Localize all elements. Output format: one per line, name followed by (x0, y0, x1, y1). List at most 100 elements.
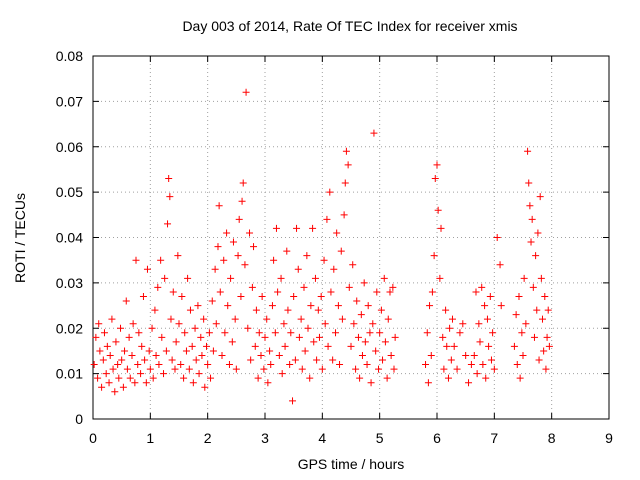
data-point (280, 320, 288, 328)
data-point (264, 379, 272, 387)
data-point (205, 329, 213, 337)
data-point (295, 333, 303, 341)
data-point (155, 361, 163, 369)
data-point (247, 356, 255, 364)
data-point (129, 320, 137, 328)
data-point (126, 374, 134, 382)
data-point (287, 329, 295, 337)
data-point (92, 333, 100, 341)
axis-ticks (92, 55, 610, 420)
data-point (286, 361, 294, 369)
data-point (366, 329, 374, 337)
data-point (442, 306, 450, 314)
data-point (188, 342, 196, 350)
data-point (181, 329, 189, 337)
data-point (250, 243, 258, 251)
data-point (363, 361, 371, 369)
data-point (529, 283, 537, 291)
data-point (118, 356, 126, 364)
data-point (538, 315, 546, 323)
data-point (194, 302, 202, 310)
data-point (334, 302, 342, 310)
data-point (309, 224, 317, 232)
data-point (337, 247, 345, 255)
data-point (447, 356, 455, 364)
data-point (459, 320, 467, 328)
data-point (522, 320, 530, 328)
data-point (467, 361, 475, 369)
data-point (98, 383, 106, 391)
data-point (242, 88, 250, 96)
data-point (317, 292, 325, 300)
data-point (134, 361, 142, 369)
data-point (516, 374, 524, 382)
data-point (433, 161, 441, 169)
data-point (146, 365, 154, 373)
data-point (277, 274, 285, 282)
data-point (278, 370, 286, 378)
data-point (175, 320, 183, 328)
data-point (496, 261, 504, 269)
data-point (541, 292, 549, 300)
data-point (103, 342, 111, 350)
data-point (431, 175, 439, 183)
data-point (90, 361, 98, 369)
data-point (94, 374, 102, 382)
y-tick-label: 0.02 (56, 320, 83, 336)
data-point (367, 379, 375, 387)
data-point (537, 274, 545, 282)
data-point (387, 351, 395, 359)
data-point (356, 374, 364, 382)
data-point (135, 329, 143, 337)
data-point (483, 315, 491, 323)
data-point (254, 374, 262, 382)
data-point (485, 342, 493, 350)
data-point (344, 161, 352, 169)
x-tick-label: 5 (376, 430, 384, 446)
data-point (437, 224, 445, 232)
data-point (145, 347, 153, 355)
data-point (112, 338, 120, 346)
y-tick-label: 0.01 (56, 366, 83, 382)
data-point (203, 342, 211, 350)
data-point (424, 379, 432, 387)
data-point (137, 370, 145, 378)
data-point (372, 347, 380, 355)
data-point (422, 361, 430, 369)
data-point (370, 129, 378, 137)
data-point (430, 252, 438, 260)
plot-frame (92, 55, 610, 420)
x-tick-label: 0 (89, 430, 97, 446)
data-point (200, 315, 208, 323)
data-point (166, 193, 174, 201)
data-point (239, 179, 247, 187)
data-point (271, 329, 279, 337)
data-point (95, 320, 103, 328)
data-point (427, 351, 435, 359)
data-point (436, 274, 444, 282)
data-point (543, 333, 551, 341)
y-tick-label: 0.03 (56, 275, 83, 291)
x-tick-label: 4 (318, 430, 326, 446)
data-point (102, 370, 110, 378)
data-point (330, 265, 338, 273)
data-point (198, 351, 206, 359)
data-point (284, 306, 292, 314)
data-point (473, 370, 481, 378)
x-tick-label: 6 (433, 430, 441, 446)
data-point (493, 234, 501, 241)
data-point (380, 274, 388, 282)
data-point (475, 320, 483, 328)
data-point (263, 315, 271, 323)
data-point (530, 333, 538, 341)
y-tick-label: 0.07 (56, 93, 83, 109)
data-point (177, 361, 185, 369)
x-tick-label: 8 (548, 430, 556, 446)
y-axis-label: ROTI / TECUs (12, 193, 28, 283)
data-point (306, 374, 314, 382)
x-tick-label: 7 (490, 430, 498, 446)
data-point (270, 256, 278, 264)
data-point (386, 288, 394, 296)
data-point (128, 351, 136, 359)
data-point (168, 356, 176, 364)
